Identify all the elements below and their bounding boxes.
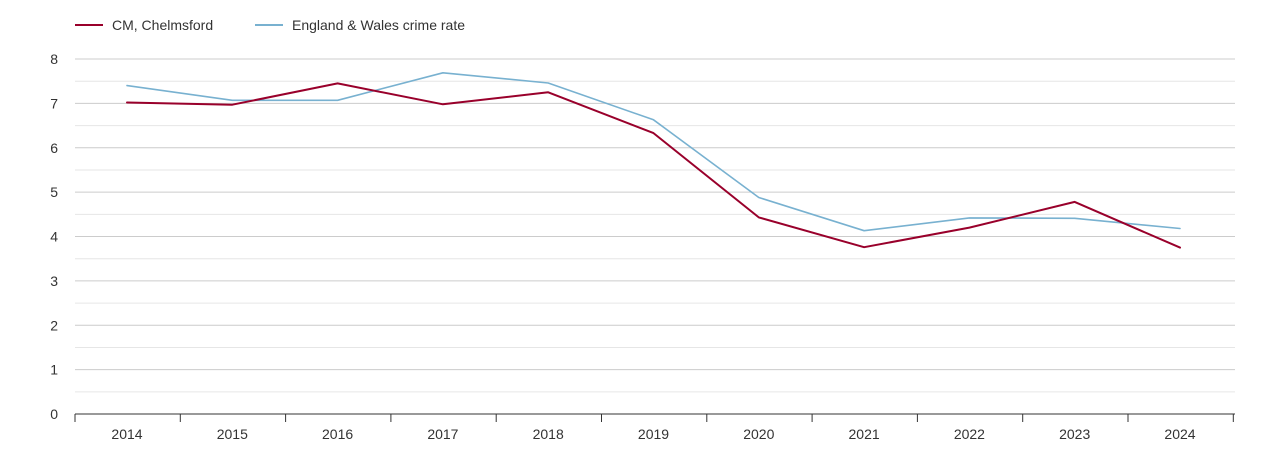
x-tick-label: 2019: [638, 426, 669, 442]
x-tick-label: 2021: [849, 426, 880, 442]
x-tick-label: 2017: [427, 426, 458, 442]
x-tick-label: 2023: [1059, 426, 1090, 442]
y-tick-label: 3: [50, 273, 58, 289]
series-line-england-wales: [126, 72, 1181, 232]
series-line-cm-chelmsford: [126, 82, 1181, 249]
x-tick-label: 2014: [111, 426, 142, 442]
y-tick-label: 7: [50, 95, 58, 111]
x-tick-label: 2020: [743, 426, 774, 442]
x-tick-label: 2024: [1164, 426, 1195, 442]
y-tick-label: 5: [50, 184, 58, 200]
legend: CM, Chelmsford England & Wales crime rat…: [75, 17, 465, 33]
legend-label-cm-chelmsford: CM, Chelmsford: [112, 17, 213, 33]
legend-label-england-wales: England & Wales crime rate: [292, 17, 465, 33]
axes: 0 1 2 3 4 5 6 7 8 2014 2015 2016 2017 2018 2019 2020 202…: [50, 51, 1235, 442]
x-tick-label: 2016: [322, 426, 353, 442]
x-tick-label: 2018: [533, 426, 564, 442]
y-tick-label: 2: [50, 317, 58, 333]
grid-lines: [75, 58, 1235, 393]
x-tick-label: 2022: [954, 426, 985, 442]
x-tick-label: 2015: [217, 426, 248, 442]
y-tick-label: 1: [50, 362, 58, 378]
series-lines: [126, 72, 1181, 249]
y-tick-label: 0: [50, 406, 58, 422]
y-tick-label: 4: [50, 229, 58, 245]
y-tick-label: 8: [50, 51, 58, 67]
y-tick-label: 6: [50, 140, 58, 156]
